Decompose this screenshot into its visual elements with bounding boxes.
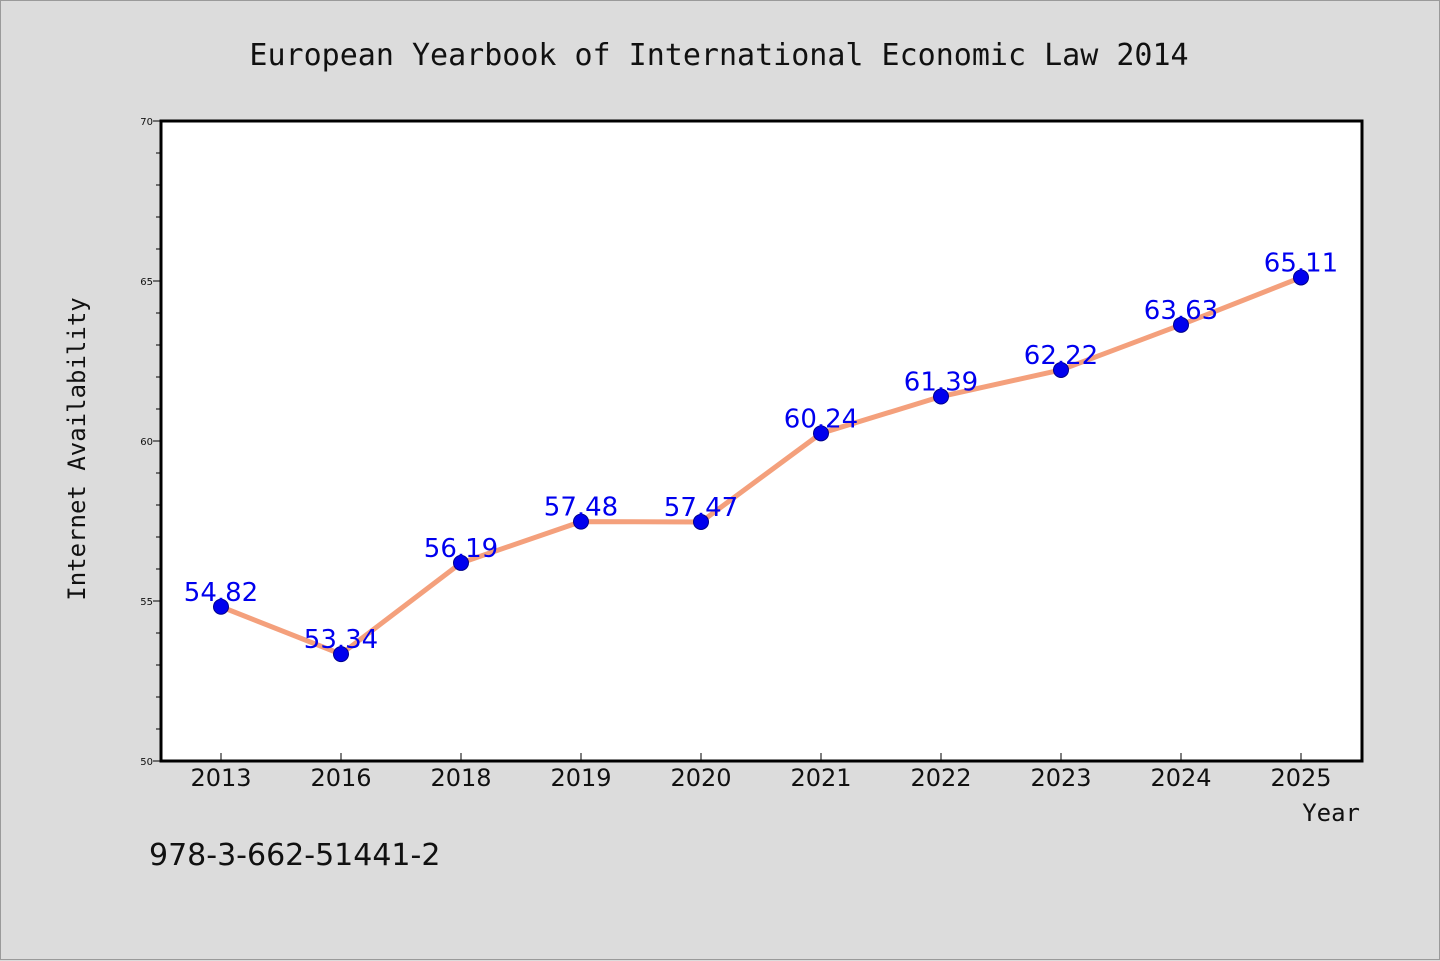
y-tick-label: 50 [140,757,153,768]
chart-title: European Yearbook of International Econo… [249,38,1188,73]
y-tick-label: 70 [140,117,153,128]
x-tick-label: 2024 [1150,764,1211,792]
x-tick-label: 2019 [550,764,611,792]
data-point [693,513,709,530]
y-tick-label: 60 [140,437,153,448]
x-tick-label: 2025 [1270,764,1331,792]
data-label: 57.48 [544,493,618,523]
data-label: 60.24 [784,404,858,434]
isbn-text: 978-3-662-51441-2 [149,838,440,873]
data-point [453,554,469,571]
x-tick-label: 2018 [430,764,491,792]
x-tick-label: 2013 [190,764,251,792]
x-tick-label: 2020 [670,764,731,792]
data-point [1173,316,1189,333]
y-axis: 50 55 60 65 70 [140,117,161,768]
x-tick-label: 2021 [790,764,851,792]
data-label: 57.47 [664,493,738,523]
data-point [213,598,229,615]
data-point [573,513,589,530]
data-point [333,646,349,663]
y-axis-label: Internet Availability [63,297,91,600]
series-line [218,274,1304,657]
x-tick-label: 2023 [1030,764,1091,792]
plot-border [159,119,1364,763]
data-label: 54.82 [184,578,258,608]
data-point [813,425,829,442]
data-label: 63.63 [1144,296,1218,326]
y-tick-label: 65 [140,277,153,288]
x-tick-label: 2022 [910,764,971,792]
data-point [1293,269,1309,286]
x-axis-label: Year [1302,799,1360,827]
y-tick-label: 55 [140,597,153,608]
data-labels: 54.82 53.34 56.19 57.48 57.47 60.24 61.39 62.22… [184,248,1338,655]
data-label: 56.19 [424,534,498,564]
x-axis: 2013 2016 2018 2019 2020 2021 2022 2023 2024 2025 [190,753,1332,792]
data-label: 62.22 [1024,341,1098,371]
plot-area [161,121,1362,761]
data-label: 53.34 [304,625,378,655]
data-label: 65.11 [1264,248,1338,278]
x-tick-label: 2016 [310,764,371,792]
data-point [1053,361,1069,378]
series-markers [213,269,1309,663]
data-label: 61.39 [904,368,978,398]
data-point [933,388,949,405]
